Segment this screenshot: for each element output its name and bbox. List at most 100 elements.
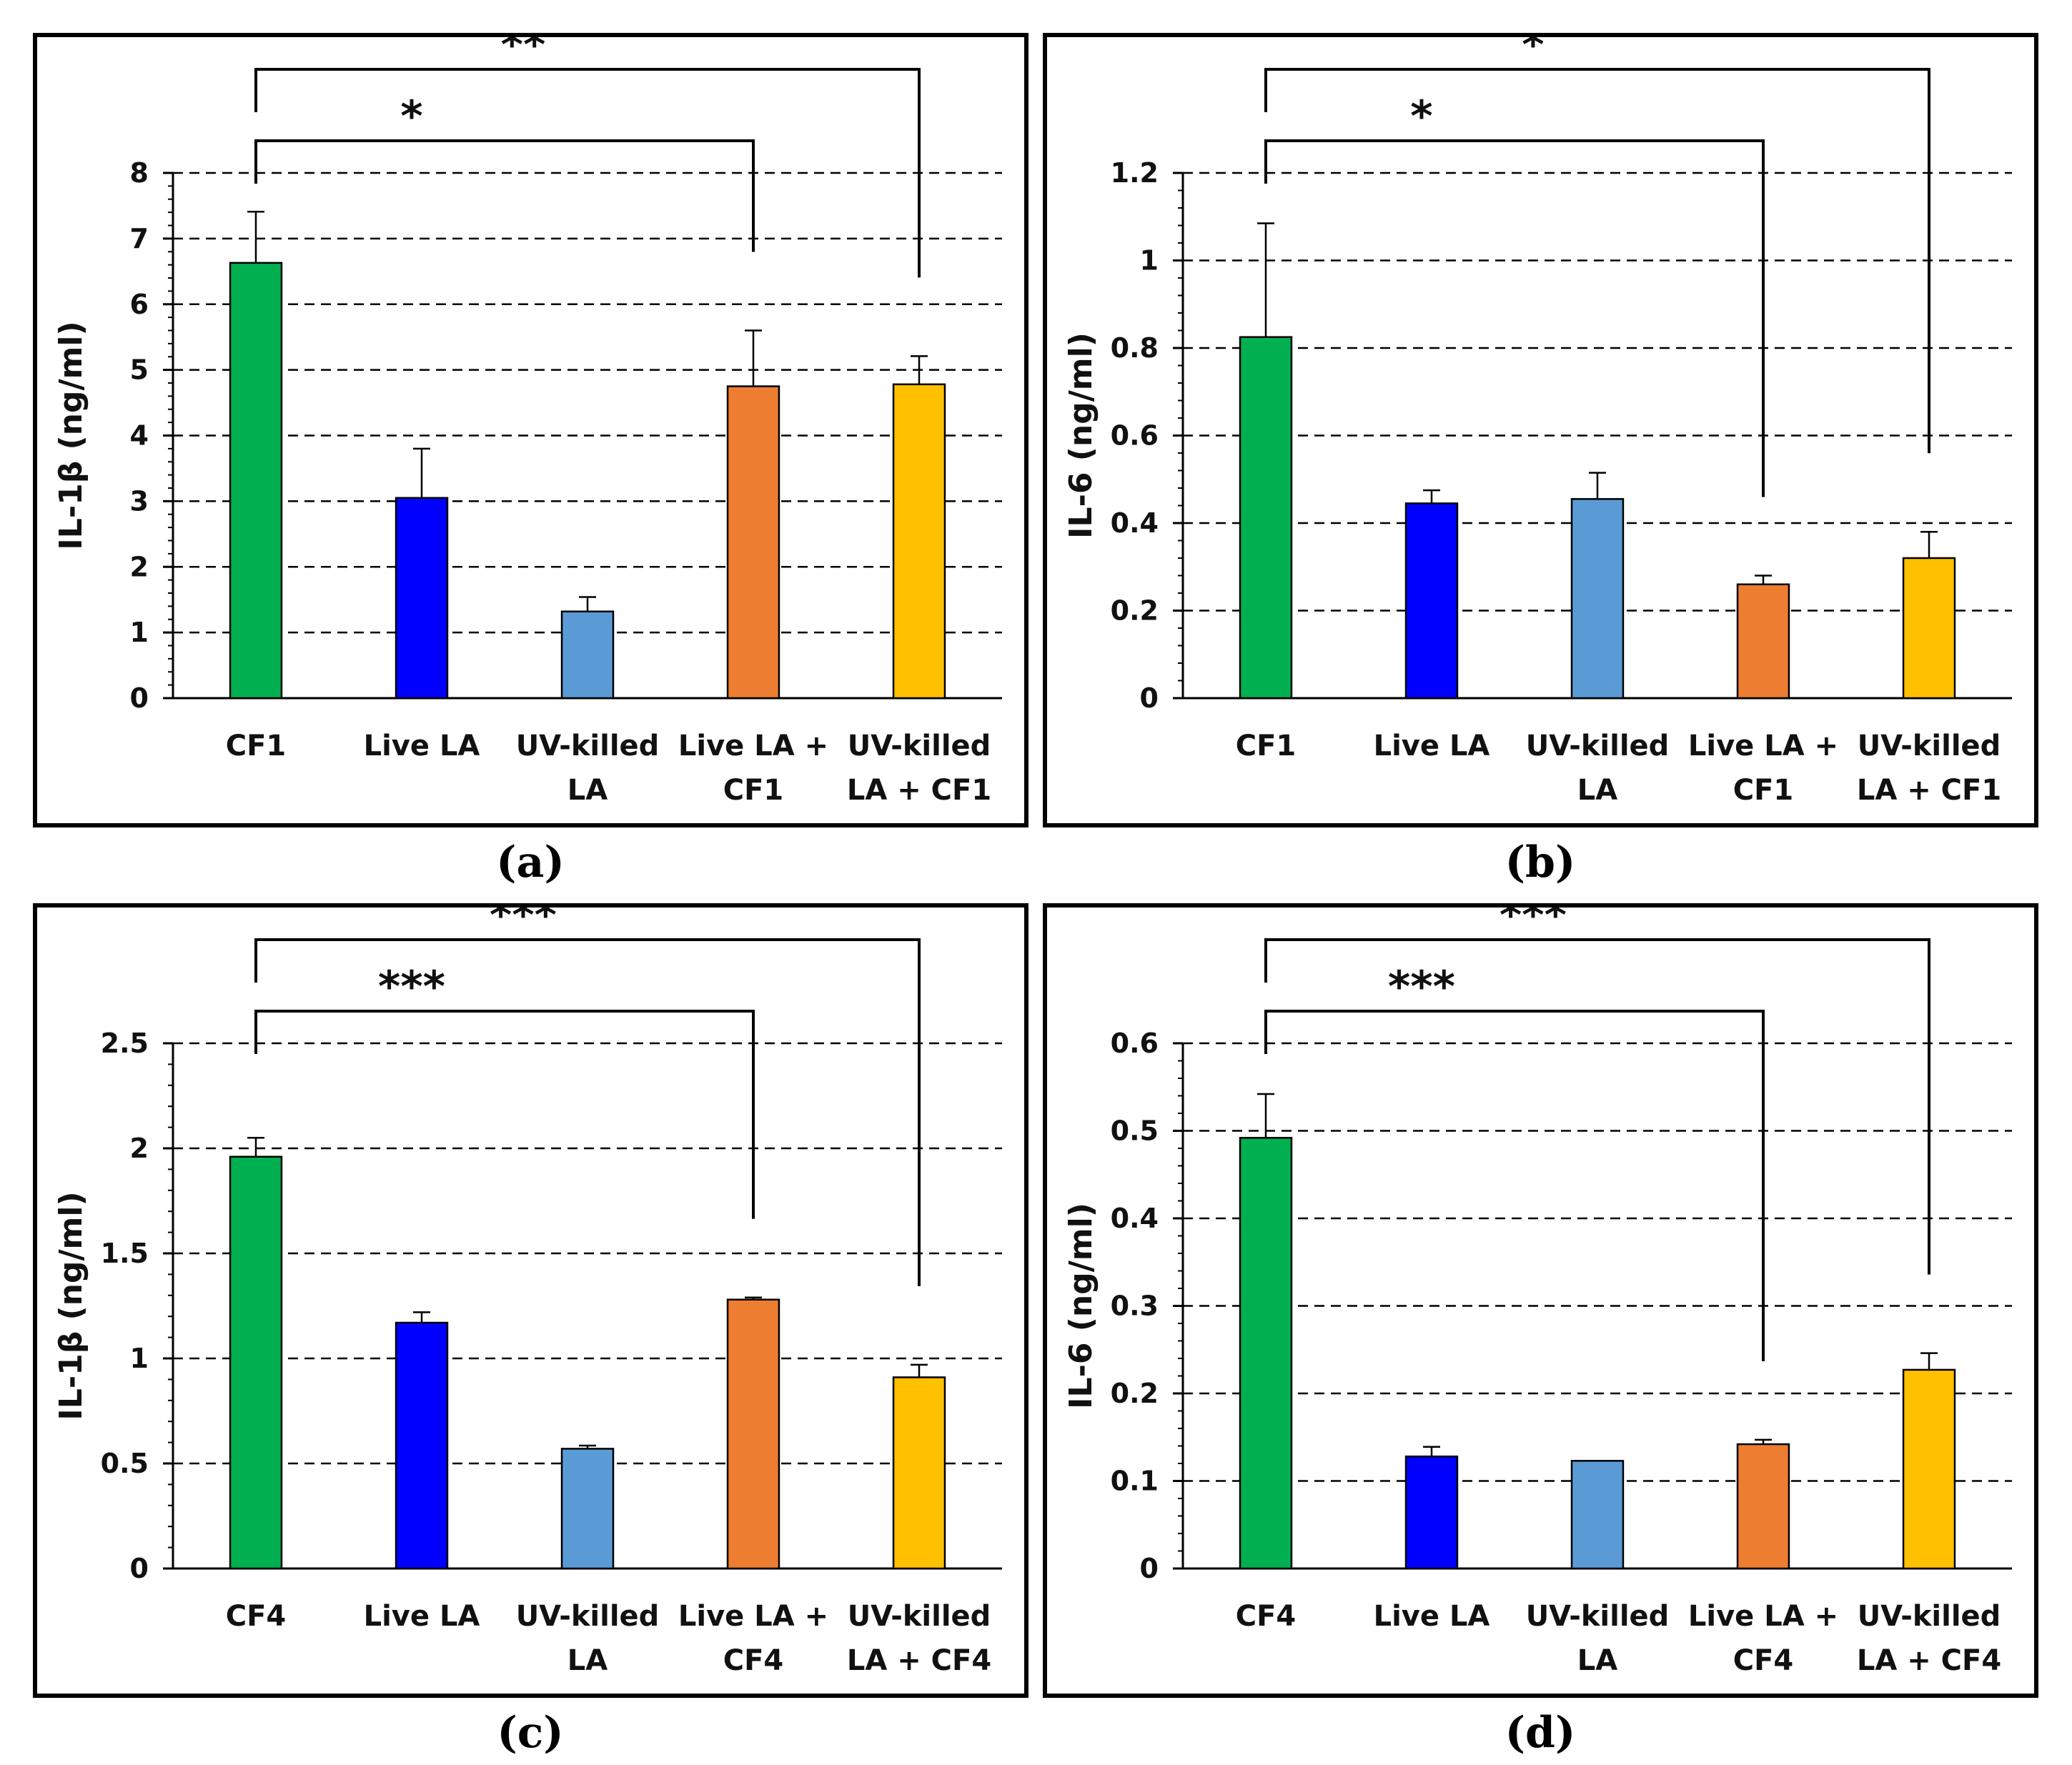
bar bbox=[1404, 1455, 1459, 1570]
x-tick-label: Live LA bbox=[1374, 1600, 1490, 1633]
x-tick-label: CF1 bbox=[1236, 730, 1297, 762]
bar bbox=[892, 1376, 946, 1570]
x-tick-label: LA bbox=[567, 1644, 608, 1677]
y-axis-label: IL-6 (ng/ml) bbox=[1063, 332, 1099, 539]
x-tick-label: LA bbox=[1577, 1644, 1617, 1677]
significance-label: *** bbox=[378, 962, 445, 1012]
x-tick-label: Live LA + bbox=[1688, 730, 1838, 762]
x-tick-label: Live LA + bbox=[678, 730, 828, 762]
bar bbox=[1736, 1443, 1790, 1570]
y-axis-label: IL-6 (ng/ml) bbox=[1063, 1203, 1099, 1409]
caption-b: (b) bbox=[1505, 837, 1576, 888]
significance-bracket bbox=[254, 1010, 755, 1219]
bar bbox=[560, 1448, 615, 1570]
bar-chart-d: 0 0.1 0.2 0.3 0.4 0.5 0.6 IL-6 (ng/ml) CF4 Live L… bbox=[1063, 908, 2012, 1677]
bar bbox=[560, 610, 615, 700]
y-tick-label: 0.4 bbox=[1111, 1203, 1159, 1234]
significance-bracket bbox=[254, 139, 755, 252]
x-tick-label: UV-killed bbox=[848, 1600, 991, 1633]
y-tick-label: 1 bbox=[130, 617, 149, 648]
y-axis-label: IL-1β (ng/ml) bbox=[53, 1191, 89, 1420]
y-tick-label: 4 bbox=[130, 420, 149, 452]
significance-label: * bbox=[1410, 91, 1432, 141]
bar bbox=[1736, 583, 1790, 700]
x-tick-label: CF1 bbox=[723, 774, 784, 807]
significance-label: *** bbox=[490, 908, 557, 940]
y-tick-label: 0.2 bbox=[1111, 595, 1159, 627]
bar bbox=[229, 262, 283, 700]
bar bbox=[1902, 1368, 1956, 1570]
y-tick-label: 0 bbox=[130, 1553, 149, 1584]
x-tick-label: Live LA bbox=[364, 1600, 480, 1633]
significance-bracket bbox=[1264, 139, 1765, 497]
y-tick-label: 0.5 bbox=[1111, 1115, 1159, 1147]
x-tick-label: Live LA + bbox=[678, 1600, 828, 1633]
x-tick-label: UV-killed bbox=[1526, 1600, 1670, 1633]
significance-label: *** bbox=[1388, 962, 1455, 1012]
x-tick-label: UV-killed bbox=[516, 1600, 660, 1633]
significance-label: * bbox=[1522, 37, 1544, 70]
chart-panel-c: 0 0.5 1 1.5 2 2.5 IL-1β (ng/ml) CF4 Live LA UV-ki… bbox=[33, 903, 1028, 1698]
x-tick-label: CF4 bbox=[723, 1644, 784, 1677]
significance-bracket bbox=[1264, 1010, 1765, 1361]
y-tick-label: 0.8 bbox=[1111, 332, 1159, 364]
bar-chart-b: 0 0.2 0.4 0.6 0.8 1 1.2 IL-6 (ng/ml) CF1 Live LA U… bbox=[1063, 37, 2012, 807]
x-tick-label: LA + CF1 bbox=[1857, 774, 2001, 807]
bar bbox=[726, 385, 780, 700]
y-tick-label: 6 bbox=[130, 289, 149, 320]
y-tick-label: 0.4 bbox=[1111, 507, 1159, 539]
x-tick-label: CF1 bbox=[226, 730, 287, 762]
x-tick-label: UV-killed bbox=[1526, 730, 1670, 762]
caption-c: (c) bbox=[497, 1708, 564, 1758]
x-tick-label: Live LA bbox=[1374, 730, 1490, 762]
caption-a: (a) bbox=[496, 837, 565, 888]
x-tick-label: LA bbox=[567, 774, 608, 807]
significance-label: ** bbox=[501, 37, 546, 70]
y-tick-label: 1.5 bbox=[101, 1238, 149, 1269]
x-tick-label: CF4 bbox=[226, 1600, 287, 1633]
bar-chart-c: 0 0.5 1 1.5 2 2.5 IL-1β (ng/ml) CF4 Live LA UV-ki… bbox=[53, 908, 1002, 1677]
chart-panel-d: 0 0.1 0.2 0.3 0.4 0.5 0.6 IL-6 (ng/ml) CF4 Live L… bbox=[1043, 903, 2038, 1698]
y-tick-label: 1 bbox=[1140, 245, 1159, 277]
y-tick-label: 1 bbox=[130, 1343, 149, 1374]
bar bbox=[395, 1321, 449, 1570]
y-tick-label: 8 bbox=[130, 157, 149, 189]
bar bbox=[229, 1155, 283, 1570]
x-tick-label: UV-killed bbox=[1858, 1600, 2001, 1633]
x-tick-label: UV-killed bbox=[516, 730, 660, 762]
x-tick-label: CF4 bbox=[1733, 1644, 1794, 1677]
significance-bracket bbox=[254, 68, 921, 278]
significance-bracket bbox=[254, 938, 921, 1286]
significance-label: * bbox=[400, 91, 422, 141]
bar bbox=[1404, 502, 1459, 700]
x-tick-label: CF4 bbox=[1236, 1600, 1297, 1633]
chart-panel-b: 0 0.2 0.4 0.6 0.8 1 1.2 IL-6 (ng/ml) CF1 Live LA U… bbox=[1043, 33, 2038, 827]
bar bbox=[1239, 336, 1293, 700]
y-tick-label: 1.2 bbox=[1111, 157, 1159, 189]
y-tick-label: 0.6 bbox=[1111, 420, 1159, 452]
y-tick-label: 0.6 bbox=[1111, 1028, 1159, 1059]
bar bbox=[1902, 557, 1956, 700]
y-tick-label: 7 bbox=[130, 223, 149, 254]
y-tick-label: 0.1 bbox=[1111, 1466, 1159, 1497]
y-axis-label: IL-1β (ng/ml) bbox=[53, 321, 89, 550]
y-tick-label: 2 bbox=[130, 551, 149, 582]
bar bbox=[726, 1298, 780, 1570]
significance-label: *** bbox=[1500, 908, 1567, 940]
x-tick-label: Live LA + bbox=[1688, 1600, 1838, 1633]
significance-bracket bbox=[1264, 938, 1930, 1275]
y-tick-label: 0 bbox=[1140, 1553, 1159, 1584]
y-tick-label: 2 bbox=[130, 1133, 149, 1164]
bar bbox=[395, 497, 449, 700]
y-tick-label: 3 bbox=[130, 485, 149, 517]
significance-bracket bbox=[1264, 68, 1930, 454]
caption-d: (d) bbox=[1505, 1708, 1576, 1758]
x-tick-label: LA + CF1 bbox=[847, 774, 991, 807]
bar bbox=[1570, 498, 1625, 700]
x-tick-label: UV-killed bbox=[1858, 730, 2001, 762]
y-tick-label: 5 bbox=[130, 354, 149, 386]
bar-chart-a: 0 1 2 3 4 5 6 7 8 IL-1β (ng/ml) CF1 Live LA UV-kille… bbox=[53, 37, 1002, 807]
chart-panel-a: 0 1 2 3 4 5 6 7 8 IL-1β (ng/ml) CF1 Live LA UV-kille… bbox=[33, 33, 1028, 827]
bar bbox=[892, 383, 946, 700]
x-tick-label: UV-killed bbox=[848, 730, 991, 762]
